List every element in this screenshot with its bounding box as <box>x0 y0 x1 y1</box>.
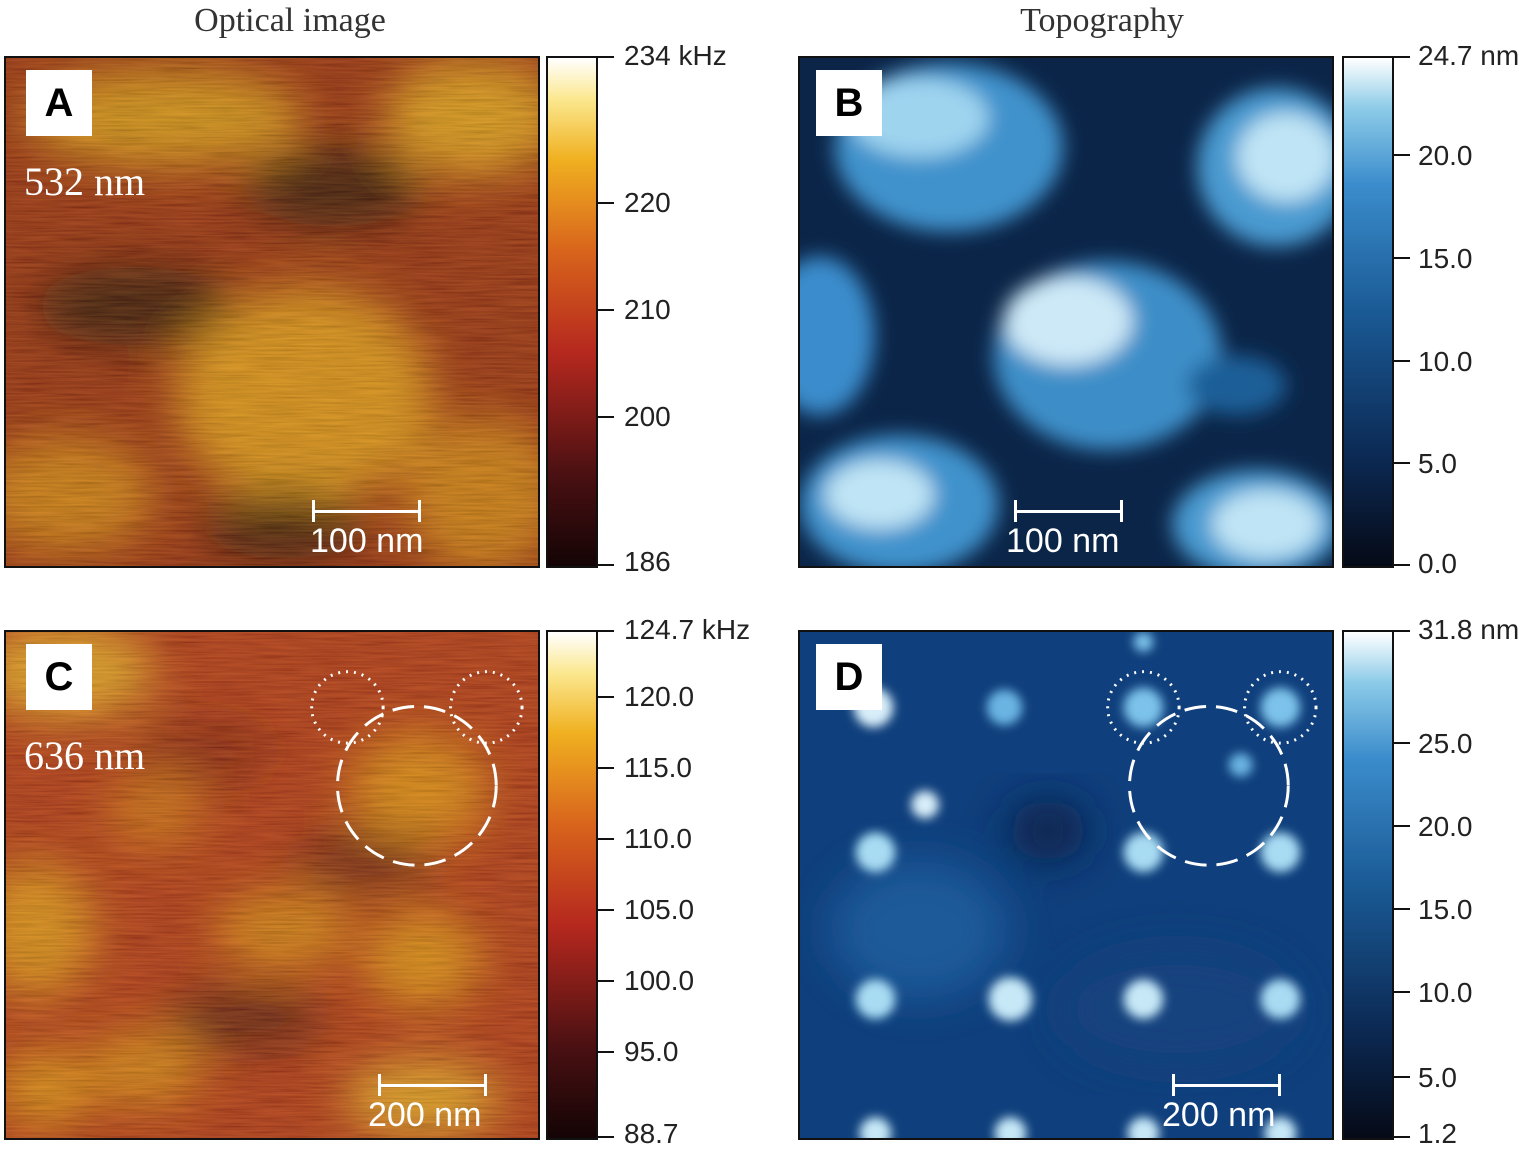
panel-d-image <box>800 632 1332 1138</box>
colorbar-b-label: 15.0 <box>1418 243 1473 274</box>
colorbar-d-label: 10.0 <box>1418 977 1473 1008</box>
colorbar-tick <box>598 1051 614 1053</box>
colorbar-d-label: 15.0 <box>1418 894 1473 925</box>
colorbar-d-label: 20.0 <box>1418 811 1473 842</box>
panel-d-topography: D 200 nm <box>798 630 1334 1140</box>
colorbar-tick <box>1394 154 1410 156</box>
panel-c-dotted-circle <box>310 670 385 745</box>
colorbar-tick <box>598 909 614 911</box>
panel-b-letter: B <box>816 70 882 136</box>
panel-d-letter: D <box>816 644 882 710</box>
panel-d-nanoparticles <box>853 632 1301 1138</box>
colorbar-c-label: 115.0 <box>624 752 692 783</box>
colorbar-tick <box>1394 1076 1410 1078</box>
panel-b-topography: B 100 nm <box>798 56 1334 568</box>
panel-c-letter: C <box>26 644 92 710</box>
panel-b-image <box>800 58 1332 566</box>
colorbar-b-label: 20.0 <box>1418 140 1473 171</box>
colorbar-c-label: 110.0 <box>624 823 692 854</box>
panel-c-optical-636: C 636 nm 200 nm <box>4 630 540 1140</box>
panel-c-dotted-circle <box>449 670 524 745</box>
colorbar-d-label: 5.0 <box>1418 1062 1457 1093</box>
panel-a-scalebar-label: 100 nm <box>310 522 424 560</box>
colorbar-tick <box>1394 564 1410 566</box>
panel-a-letter: A <box>26 70 92 136</box>
panel-c-scalebar-label: 200 nm <box>368 1096 482 1134</box>
colorbar-tick <box>1394 991 1410 993</box>
panel-a-scalebar: 100 nm <box>310 500 424 560</box>
colorbar-tick <box>598 56 614 58</box>
panel-a-colorbar <box>546 56 598 568</box>
colorbar-b-label: 10.0 <box>1418 346 1473 377</box>
panel-d-colorbar <box>1342 630 1394 1140</box>
colorbar-tick <box>598 309 614 311</box>
colorbar-a-label: 210 <box>624 294 671 325</box>
panel-d-dashed-circle <box>1128 704 1290 867</box>
panel-c-scalebar: 200 nm <box>368 1074 488 1134</box>
colorbar-tick <box>1394 360 1410 362</box>
colorbar-tick <box>598 1136 614 1138</box>
panel-a-image <box>6 58 538 566</box>
colorbar-tick <box>598 838 614 840</box>
panel-d-scalebar-label: 200 nm <box>1162 1096 1276 1134</box>
panel-d-dotted-circle <box>1243 670 1318 745</box>
colorbar-c-label-min: 88.7 <box>624 1118 679 1149</box>
colorbar-tick <box>1394 1136 1410 1138</box>
colorbar-tick <box>598 767 614 769</box>
colorbar-a-label: 200 <box>624 401 671 432</box>
panel-b-scalebar: 100 nm <box>1006 500 1124 560</box>
colorbar-tick <box>598 202 614 204</box>
colorbar-tick <box>598 630 614 632</box>
panel-c-wavelength: 636 nm <box>24 733 146 778</box>
colorbar-tick <box>598 416 614 418</box>
panel-b-colorbar <box>1342 56 1394 568</box>
colorbar-c-label-max: 124.7 kHz <box>624 614 751 645</box>
colorbar-a-label: 220 <box>624 187 671 218</box>
colorbar-c-label: 105.0 <box>624 894 695 925</box>
panel-c-circles <box>310 670 524 867</box>
colorbar-b-label-max: 24.7 nm <box>1418 40 1520 71</box>
colorbar-c-label: 120.0 <box>624 681 695 712</box>
colorbar-b-label: 5.0 <box>1418 448 1457 479</box>
colorbar-tick <box>1394 257 1410 259</box>
colorbar-tick <box>1394 56 1410 58</box>
panel-c-image <box>6 632 538 1138</box>
colorbar-d-label-max: 31.8 nm <box>1418 614 1520 645</box>
optical-image-title: Optical image <box>194 2 386 39</box>
topography-title: Topography <box>1020 2 1184 39</box>
panel-d-dotted-circle <box>1106 670 1181 745</box>
colorbar-d-label: 25.0 <box>1418 728 1473 759</box>
panel-c-colorbar <box>546 630 598 1140</box>
panel-a-optical-532: A 532 nm 100 nm <box>4 56 540 568</box>
colorbar-d-label-min: 1.2 <box>1418 1118 1457 1149</box>
colorbar-a-label-max: 234 kHz <box>624 40 727 71</box>
colorbar-c-label: 100.0 <box>624 965 695 996</box>
panel-d-circles <box>1106 670 1318 867</box>
colorbar-c-label: 95.0 <box>624 1036 679 1067</box>
colorbar-a-label-min: 186 <box>624 546 671 577</box>
panel-b-scalebar-label: 100 nm <box>1006 522 1120 560</box>
colorbar-tick <box>1394 630 1410 632</box>
colorbar-tick <box>1394 742 1410 744</box>
colorbar-tick <box>1394 908 1410 910</box>
panel-d-scalebar: 200 nm <box>1162 1074 1282 1134</box>
panel-a-wavelength: 532 nm <box>24 159 146 204</box>
panel-c-dashed-circle <box>335 704 498 867</box>
colorbar-b-label-min: 0.0 <box>1418 548 1457 579</box>
colorbar-tick <box>598 980 614 982</box>
colorbar-tick <box>598 564 614 566</box>
colorbar-tick <box>598 696 614 698</box>
colorbar-tick <box>1394 825 1410 827</box>
colorbar-tick <box>1394 462 1410 464</box>
